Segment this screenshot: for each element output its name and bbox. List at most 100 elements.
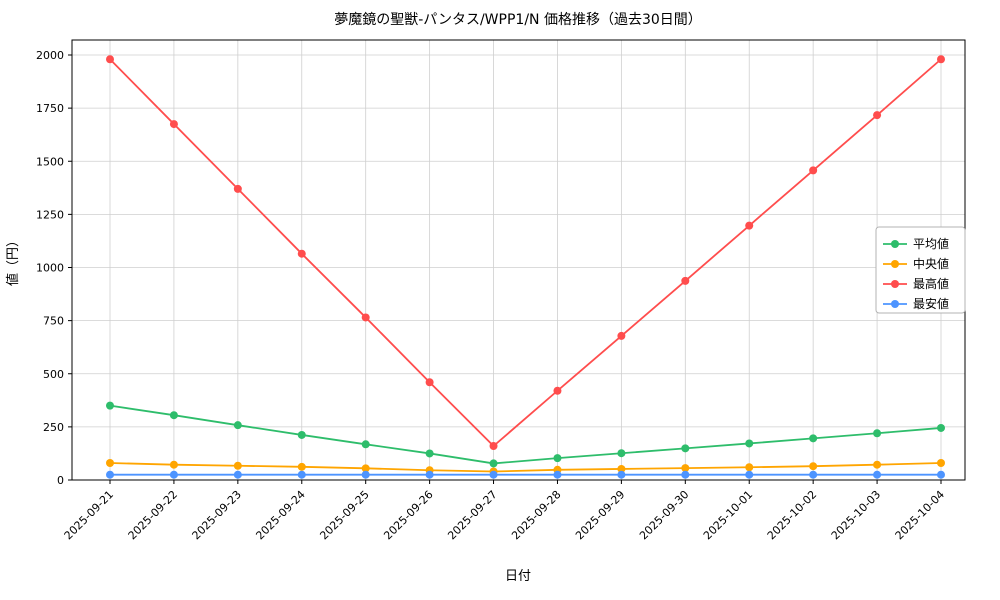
x-tick-label: 2025-09-25: [317, 488, 371, 542]
series-min-marker: [106, 470, 114, 479]
y-axis-label: 値（円）: [5, 234, 21, 286]
series-median-marker: [873, 460, 882, 469]
series-median-marker: [169, 460, 178, 469]
legend-item-label: 平均値: [913, 236, 949, 251]
y-tick-label: 1500: [36, 155, 64, 168]
series-average-marker: [873, 429, 882, 438]
x-tick-label: 2025-10-04: [893, 488, 947, 542]
x-tick-label: 2025-09-28: [509, 488, 563, 542]
series-median-marker: [297, 462, 306, 471]
series-median-marker: [745, 463, 754, 472]
y-tick-label: 1250: [36, 208, 64, 221]
x-tick-label: 2025-10-03: [829, 488, 883, 542]
x-tick-label: 2025-09-29: [573, 488, 627, 542]
x-tick-label: 2025-09-26: [381, 488, 435, 542]
series-min-marker: [681, 470, 690, 479]
series-median-marker: [233, 461, 242, 470]
series-max-marker: [809, 166, 818, 175]
series-median-marker: [106, 459, 114, 467]
legend-item-label: 中央値: [913, 256, 949, 271]
series-average-marker: [489, 459, 498, 468]
series-average-marker: [297, 430, 306, 439]
x-tick-label: 2025-09-27: [445, 488, 499, 542]
series-min-marker: [169, 470, 178, 479]
series-min-marker: [425, 470, 434, 479]
x-tick-label: 2025-09-24: [253, 488, 307, 542]
series-min-marker: [233, 470, 242, 479]
legend-item: 中央値: [883, 256, 949, 271]
series-max-marker: [297, 249, 306, 258]
series-min-marker: [745, 470, 754, 479]
series-average-line: [109, 404, 942, 465]
series-max-marker: [553, 386, 562, 395]
series-median-line: [109, 462, 942, 473]
legend-item-label: 最高値: [913, 276, 949, 291]
series-average-marker: [745, 439, 754, 448]
series-average-marker: [937, 423, 945, 432]
x-tick-label: 2025-09-30: [637, 488, 691, 542]
x-tick-label: 2025-09-21: [62, 488, 116, 542]
series-min-marker: [809, 470, 818, 479]
series-max-marker: [361, 313, 370, 322]
y-tick-label: 500: [43, 368, 64, 381]
legend-box: [875, 226, 966, 314]
x-tick-label: 2025-10-01: [701, 488, 755, 542]
legend-item: 平均値: [883, 236, 949, 251]
y-tick-label: 2000: [36, 49, 64, 62]
x-tick-label: 2025-09-22: [126, 488, 180, 542]
series-average-marker: [169, 411, 178, 420]
grid: [72, 40, 965, 481]
series-average-marker: [809, 434, 818, 443]
series-min-marker: [361, 470, 370, 479]
x-tick-label: 2025-10-02: [765, 488, 819, 542]
legend-item-label: 最安値: [913, 296, 949, 311]
series-min-marker: [617, 470, 626, 479]
series-average-marker: [553, 454, 562, 463]
series-median-marker: [361, 464, 370, 473]
series-max-marker: [489, 442, 498, 450]
y-tick-label: 1750: [36, 102, 64, 115]
y-tick-label: 1000: [36, 262, 64, 275]
series-min-marker: [553, 470, 562, 479]
legend-marker: [891, 240, 899, 248]
series-min-marker: [873, 470, 882, 479]
series-layer: [106, 55, 945, 479]
series-max-marker: [681, 276, 690, 285]
series-max-marker: [425, 378, 434, 387]
plot-border: [71, 39, 966, 481]
x-axis-label: 日付: [505, 569, 531, 584]
series-median-marker: [681, 464, 690, 473]
legend-marker: [891, 260, 899, 268]
series-max-marker: [937, 55, 945, 64]
legend-marker: [891, 280, 899, 288]
series-average-marker: [681, 444, 690, 453]
series-average-marker: [361, 440, 370, 449]
series-max-line: [109, 58, 942, 447]
series-min-marker: [489, 470, 498, 479]
y-tick-label: 750: [43, 315, 64, 328]
series-average-marker: [617, 449, 626, 458]
series-median-marker: [937, 459, 945, 467]
legend-marker: [891, 300, 899, 308]
series-average-marker: [425, 449, 434, 458]
series-max-marker: [745, 221, 754, 230]
series-median-marker: [617, 464, 626, 473]
series-max-marker: [233, 184, 242, 193]
series-max-marker: [873, 111, 882, 120]
y-tick-label: 0: [57, 474, 64, 487]
series-min-marker: [297, 470, 306, 479]
y-tick-label: 250: [43, 421, 64, 434]
series-average-marker: [233, 421, 242, 430]
series-max-marker: [617, 331, 626, 340]
series-max-marker: [106, 55, 114, 64]
series-min-marker: [937, 470, 945, 479]
legend-item: 最高値: [883, 276, 949, 291]
series-max-marker: [169, 120, 178, 129]
legend-item: 最安値: [883, 296, 949, 311]
x-tick-label: 2025-09-23: [190, 488, 244, 542]
chart-title: 夢魔鏡の聖獣-パンタス/WPP1/N 価格推移（過去30日間）: [334, 12, 702, 28]
series-average-marker: [106, 401, 114, 410]
